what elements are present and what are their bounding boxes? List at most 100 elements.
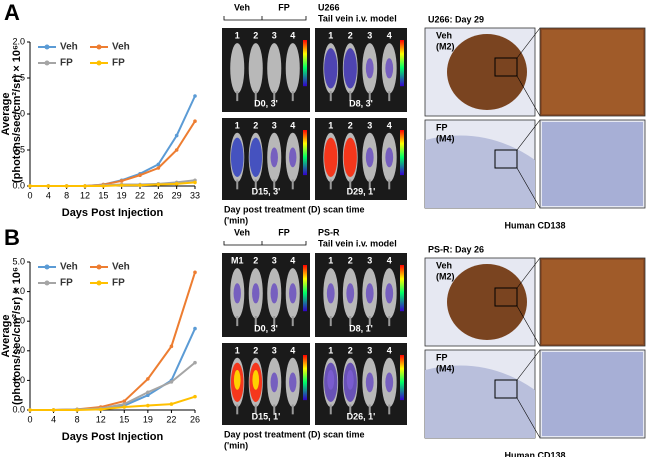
signal [365,147,374,168]
mouse-body [267,43,282,94]
mouse-number: 1 [235,345,240,355]
y-tick-label: 0.5 [12,144,25,154]
mouse-number: 1 [235,30,240,40]
signal-core [233,370,241,390]
mouse-tail [388,316,391,327]
legend-label: Veh [60,42,78,53]
zoom-line [516,75,541,117]
color-bar [303,40,307,87]
legend-label: FP [60,58,73,69]
y-tick-label: 1.5 [12,72,25,82]
mouse-number: 2 [348,30,353,40]
image-label: D15, 3' [252,186,281,196]
mouse-number: 4 [290,30,295,40]
mouse-tail [291,316,294,327]
histology-label: (M2) [436,41,455,51]
mouse-tail [349,179,352,190]
mouse-number: 2 [253,30,258,40]
legend-marker [44,44,50,50]
mouse-tail [329,91,332,102]
tissue [447,34,527,110]
mouse-number: 4 [387,345,392,355]
series-line [30,120,196,187]
legend-label: Veh [60,262,78,273]
mouse-tail [388,91,391,102]
mouse-number: 4 [290,255,295,265]
zoom-line [516,27,541,59]
y-tick-label: 5.0 [12,256,25,266]
x-tick-label: 15 [98,190,108,200]
point [28,184,32,188]
mouse-tail [273,316,276,327]
panel-letter: A [4,0,20,25]
x-axis-title: Days Post Injection [62,431,164,443]
mouse-tail [368,404,371,415]
signal [249,137,263,178]
group-label: Veh [234,2,250,12]
mouse-number: 3 [367,30,372,40]
mouse-number: 1 [328,30,333,40]
point [193,394,197,399]
point [169,380,174,384]
x-tick-label: 8 [64,190,69,200]
signal [343,48,357,89]
image-label: D0, 3' [254,323,278,333]
y-tick-label: 0.0 [12,180,25,190]
signal [385,372,394,393]
mouse-number: 3 [272,120,277,130]
mouse-number: 2 [253,255,258,265]
signal [365,58,374,79]
mouse-number: 1 [328,255,333,265]
color-bar [400,40,404,87]
model-label: PS-R [318,227,340,237]
histology-label: FP [436,122,448,132]
mouse-number: 3 [367,255,372,265]
mouse-tail [236,91,239,102]
x-tick-label: 29 [172,190,182,200]
mouse-number: 1 [235,120,240,130]
zoom-box [494,57,518,77]
mouse-tail [236,316,239,327]
point [75,408,79,412]
x-tick-label: 22 [166,414,176,424]
signal [233,283,241,304]
point [138,183,142,188]
stain-label: Human CD138 [504,220,565,230]
x-tick-label: 26 [153,190,163,200]
point [98,407,103,412]
zoom-line [516,167,541,209]
signal [326,283,335,304]
group-bracket [223,16,307,21]
signal [289,372,297,393]
mouse-tail [329,316,332,327]
x-tick-label: 15 [119,414,129,424]
zoom-line [516,305,541,347]
group-bracket [223,241,307,246]
mouse-number: M1 [231,255,244,265]
point [169,344,174,349]
signal-core [252,370,260,390]
mouse-number: 3 [272,255,277,265]
mouse-tail [349,91,352,102]
mouse-tail [349,404,352,415]
point [146,390,150,395]
y-tick-label: 2.0 [12,345,25,355]
point [156,162,161,167]
x-tick-label: 19 [117,190,127,200]
legend-marker [44,60,50,66]
signal [324,48,338,89]
mouse-number: 2 [348,120,353,130]
mouse-tail [368,179,371,190]
legend-marker [96,264,102,270]
legend-marker [96,60,102,66]
model-label: U266 [318,2,340,12]
point [193,94,197,98]
mouse-tail [254,316,257,327]
image-label: D29, 1' [347,186,376,196]
image-label: D8, 1' [349,323,373,333]
mouse-tail [254,179,257,190]
mouse-number: 2 [348,255,353,265]
point [193,119,197,123]
legend-marker [96,280,102,286]
